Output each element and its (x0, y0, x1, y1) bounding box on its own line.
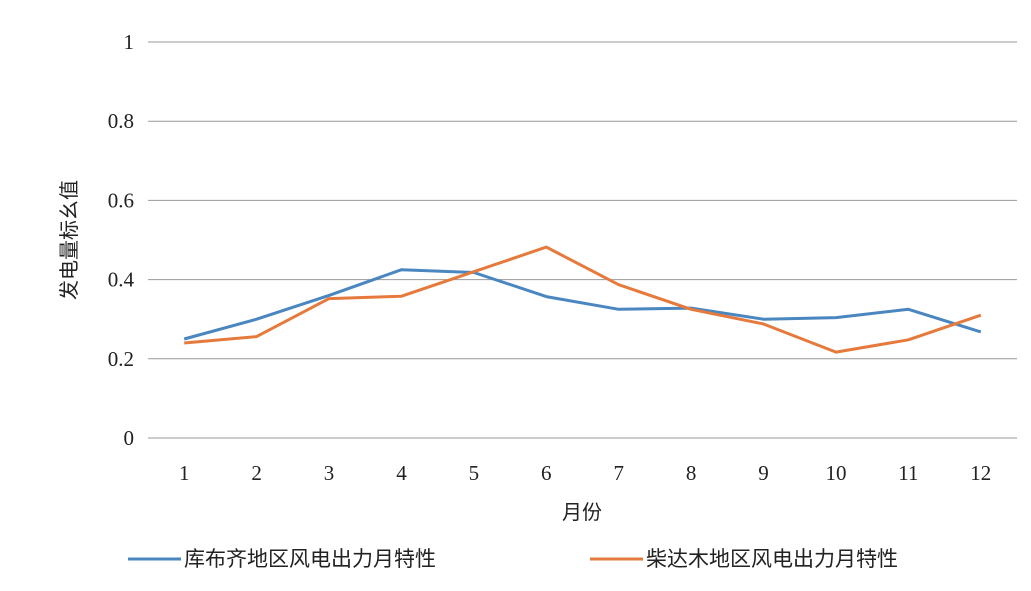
x-tick-label: 3 (324, 461, 335, 485)
y-axis-ticks: 0 0.2 0.4 0.6 0.8 1 (108, 30, 135, 450)
x-axis-title: 月份 (562, 500, 602, 524)
x-tick-label: 12 (970, 461, 991, 485)
x-tick-label: 5 (469, 461, 480, 485)
x-tick-label: 11 (898, 461, 918, 485)
x-axis-ticks: 1 2 3 4 5 6 7 8 9 10 11 12 (179, 461, 991, 485)
y-axis-title: 发电量标幺值 (57, 180, 81, 300)
x-tick-label: 9 (758, 461, 769, 485)
x-tick-label: 7 (613, 461, 624, 485)
x-tick-label: 8 (686, 461, 697, 485)
x-tick-label: 2 (251, 461, 262, 485)
x-tick-label: 1 (179, 461, 190, 485)
legend: 库布齐地区风电出力月特性 柴达木地区风电出力月特性 (128, 547, 898, 571)
y-tick-label: 0.2 (108, 347, 134, 371)
series-lines (183, 245, 982, 354)
x-tick-label: 10 (825, 461, 846, 485)
series-line-2 (184, 245, 982, 354)
y-tick-label: 0.4 (108, 268, 135, 292)
x-tick-label: 6 (541, 461, 552, 485)
y-tick-label: 0.6 (108, 188, 134, 212)
legend-label: 库布齐地区风电出力月特性 (184, 547, 436, 571)
y-tick-label: 0 (124, 426, 135, 450)
y-tick-label: 0.8 (108, 109, 134, 133)
gridlines (148, 41, 1017, 439)
y-tick-label: 1 (124, 30, 135, 54)
series-line-1 (183, 268, 982, 341)
legend-label: 柴达木地区风电出力月特性 (646, 547, 898, 571)
x-tick-label: 4 (396, 461, 407, 485)
